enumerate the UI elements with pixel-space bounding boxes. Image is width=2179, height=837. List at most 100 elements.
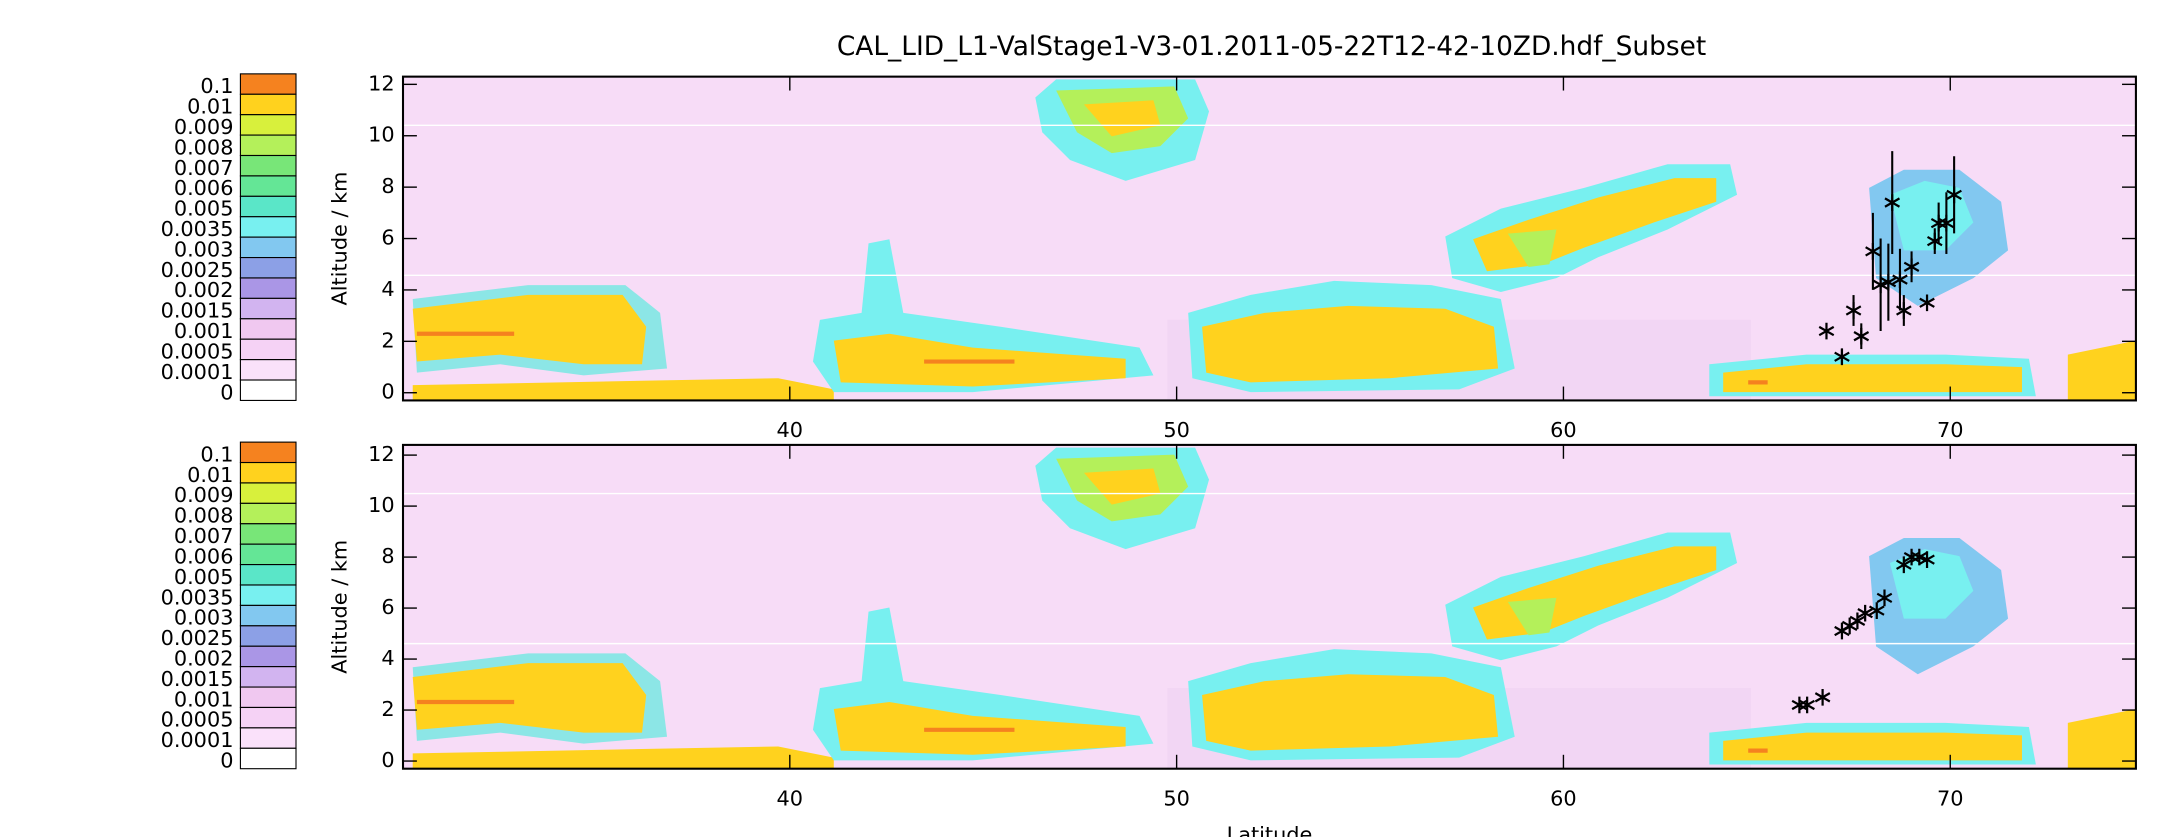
point bbox=[1919, 294, 1935, 312]
colorbar-box bbox=[239, 441, 297, 464]
point bbox=[1814, 688, 1831, 706]
colorbar-label: 0.006 bbox=[174, 544, 234, 568]
colorbar-box bbox=[239, 359, 297, 381]
y-tick-label: 0 bbox=[381, 748, 394, 772]
point bbox=[1857, 604, 1873, 622]
colorbar-box bbox=[239, 584, 297, 606]
colorbar-box bbox=[239, 482, 297, 504]
y-tick-label: 10 bbox=[368, 123, 395, 147]
point bbox=[1818, 322, 1835, 340]
colorbar-box bbox=[239, 195, 297, 218]
colorbar-label: 0.005 bbox=[174, 197, 234, 221]
colorbar-label: 0.0025 bbox=[161, 626, 234, 650]
y-tick-label: 0 bbox=[381, 380, 394, 404]
point bbox=[1919, 551, 1935, 568]
colorbar-box bbox=[239, 257, 297, 279]
x-tick-label: 70 bbox=[1937, 418, 1964, 442]
colorbar-label: 0.0005 bbox=[161, 708, 234, 732]
colorbar-box bbox=[239, 114, 297, 136]
y-tick-label: 2 bbox=[381, 328, 394, 352]
x-tick-label: 40 bbox=[777, 786, 804, 810]
colorbar-box bbox=[239, 216, 297, 238]
y-tick-label: 10 bbox=[368, 493, 395, 517]
colorbar-label: 0.0001 bbox=[161, 360, 234, 384]
y-tick-label: 4 bbox=[381, 277, 394, 301]
backscatter-image bbox=[403, 77, 2136, 401]
colorbar-box bbox=[239, 277, 297, 299]
colorbar-box bbox=[239, 73, 297, 95]
y-axis-label: Altitude / km bbox=[327, 540, 351, 674]
point bbox=[1938, 214, 1955, 232]
colorbar-box bbox=[239, 502, 297, 525]
y-tick-label: 12 bbox=[368, 71, 395, 95]
point bbox=[1845, 302, 1862, 319]
colorbar-label: 0.008 bbox=[174, 504, 234, 528]
colorbar-box bbox=[239, 645, 297, 668]
y-tick-label: 8 bbox=[381, 174, 394, 198]
colorbar-box bbox=[239, 747, 297, 770]
x-tick-label: 60 bbox=[1550, 418, 1577, 442]
colorbar-label: 0.007 bbox=[174, 524, 234, 548]
colorbar-box bbox=[239, 564, 297, 586]
colorbar-label: 0.009 bbox=[174, 115, 234, 139]
colorbar-box bbox=[239, 297, 297, 320]
colorbar-label: 0.003 bbox=[174, 606, 234, 630]
colorbar-label: 0.0015 bbox=[161, 667, 234, 691]
colorbar-box bbox=[239, 727, 297, 749]
point bbox=[1911, 548, 1928, 566]
y-tick-label: 6 bbox=[381, 226, 394, 250]
point bbox=[1884, 194, 1901, 211]
y-tick-label: 2 bbox=[381, 697, 394, 721]
colorbar-label: 0.1 bbox=[200, 74, 233, 98]
chart-title: CAL_LID_L1-ValStage1-V3-01.2011-05-22T12… bbox=[837, 31, 1706, 62]
colorbar-box bbox=[239, 379, 297, 401]
colorbar-label: 0.005 bbox=[174, 565, 234, 589]
colorbar-label: 0.006 bbox=[174, 176, 234, 200]
colorbar-label: 0.002 bbox=[174, 646, 234, 670]
colorbar-label: 0.0005 bbox=[161, 339, 234, 363]
y-axis-label: Altitude / km bbox=[327, 172, 351, 306]
colorbar-label: 0 bbox=[220, 380, 233, 404]
colorbar-box bbox=[239, 686, 297, 709]
plot-frame bbox=[401, 443, 2137, 770]
colorbar-box bbox=[239, 706, 297, 729]
point bbox=[1834, 348, 1850, 366]
colorbar-box bbox=[239, 318, 297, 340]
point bbox=[1896, 302, 1912, 319]
x-tick-label: 40 bbox=[777, 418, 804, 442]
x-tick-label: 50 bbox=[1163, 786, 1190, 810]
y-tick-label: 6 bbox=[381, 595, 394, 619]
colorbar-box bbox=[239, 338, 297, 361]
colorbar-label: 0.008 bbox=[174, 135, 234, 159]
colorbar-box bbox=[239, 175, 297, 197]
point bbox=[1896, 556, 1912, 574]
colorbar-label: 0.007 bbox=[174, 156, 234, 180]
y-tick-label: 8 bbox=[381, 544, 394, 568]
point bbox=[1849, 612, 1866, 630]
colorbar-box bbox=[239, 666, 297, 688]
colorbar-label: 0.001 bbox=[174, 687, 234, 711]
point bbox=[1868, 602, 1885, 619]
colorbar-label: 0.003 bbox=[174, 237, 234, 261]
point bbox=[1876, 589, 1893, 607]
point bbox=[1872, 276, 1889, 294]
point bbox=[1853, 327, 1870, 345]
x-tick-label: 60 bbox=[1550, 786, 1577, 810]
colorbar-box bbox=[239, 604, 297, 627]
colorbar-label: 0.0035 bbox=[161, 217, 234, 241]
colorbar-label: 0.001 bbox=[174, 319, 234, 343]
point bbox=[1892, 271, 1908, 288]
colorbar-label: 0 bbox=[220, 749, 233, 773]
x-axis-label: Latitude bbox=[1227, 822, 1313, 837]
colorbar-label: 0.0025 bbox=[161, 258, 234, 282]
x-tick-label: 50 bbox=[1163, 418, 1190, 442]
colorbar-box bbox=[239, 543, 297, 566]
colorbar-box bbox=[239, 461, 297, 484]
colorbar-label: 0.0035 bbox=[161, 585, 234, 609]
colorbar-box bbox=[239, 154, 297, 177]
colorbar-box bbox=[239, 625, 297, 647]
colorbar-box bbox=[239, 523, 297, 545]
point bbox=[1880, 273, 1897, 291]
colorbar-label: 0.0015 bbox=[161, 299, 234, 323]
